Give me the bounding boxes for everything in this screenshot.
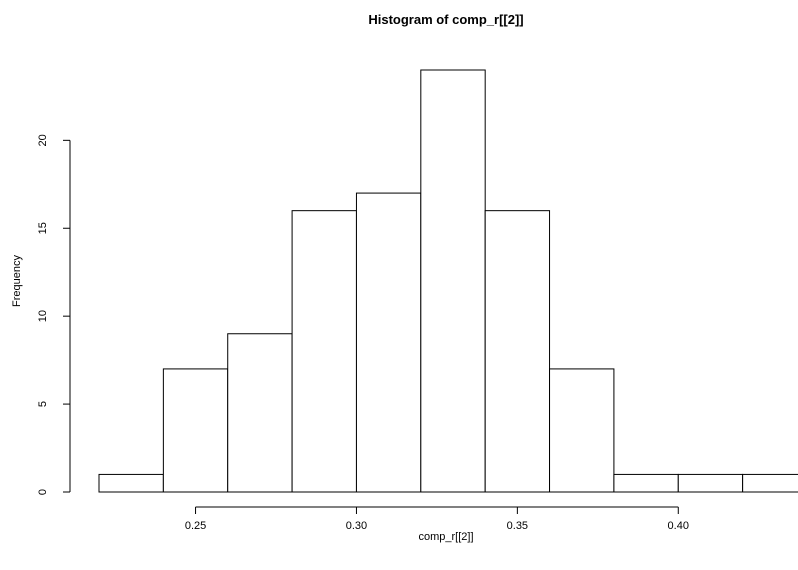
x-tick-label: 0.35 xyxy=(507,520,528,532)
y-axis: 0 5 10 15 20 xyxy=(37,134,71,495)
histogram-bar xyxy=(484,210,551,493)
histogram-bar xyxy=(420,69,486,493)
y-tick-label: 10 xyxy=(37,310,49,322)
histogram-bars xyxy=(98,69,798,493)
y-tick-label: 0 xyxy=(37,489,49,495)
histogram-bar xyxy=(742,473,798,493)
histogram-bar xyxy=(227,333,293,493)
histogram-bar xyxy=(549,368,615,493)
x-tick-label: 0.40 xyxy=(668,520,689,532)
y-tick-label: 5 xyxy=(37,401,49,407)
histogram-bar xyxy=(677,473,744,493)
histogram-bar xyxy=(613,473,679,493)
histogram-bar xyxy=(355,192,422,493)
y-tick-label: 20 xyxy=(37,134,49,146)
chart-title: Histogram of comp_r[[2]] xyxy=(368,12,523,27)
histogram-bar xyxy=(291,210,357,493)
y-tick-label: 15 xyxy=(37,222,49,234)
x-axis-label: comp_r[[2]] xyxy=(418,531,473,543)
x-axis: 0.25 0.30 0.35 0.40 xyxy=(185,506,689,532)
x-tick-label: 0.30 xyxy=(346,520,367,532)
y-axis-label: Frequency xyxy=(11,255,23,307)
x-tick-label: 0.25 xyxy=(185,520,206,532)
histogram-bar xyxy=(162,368,229,493)
histogram-bar xyxy=(98,473,164,493)
